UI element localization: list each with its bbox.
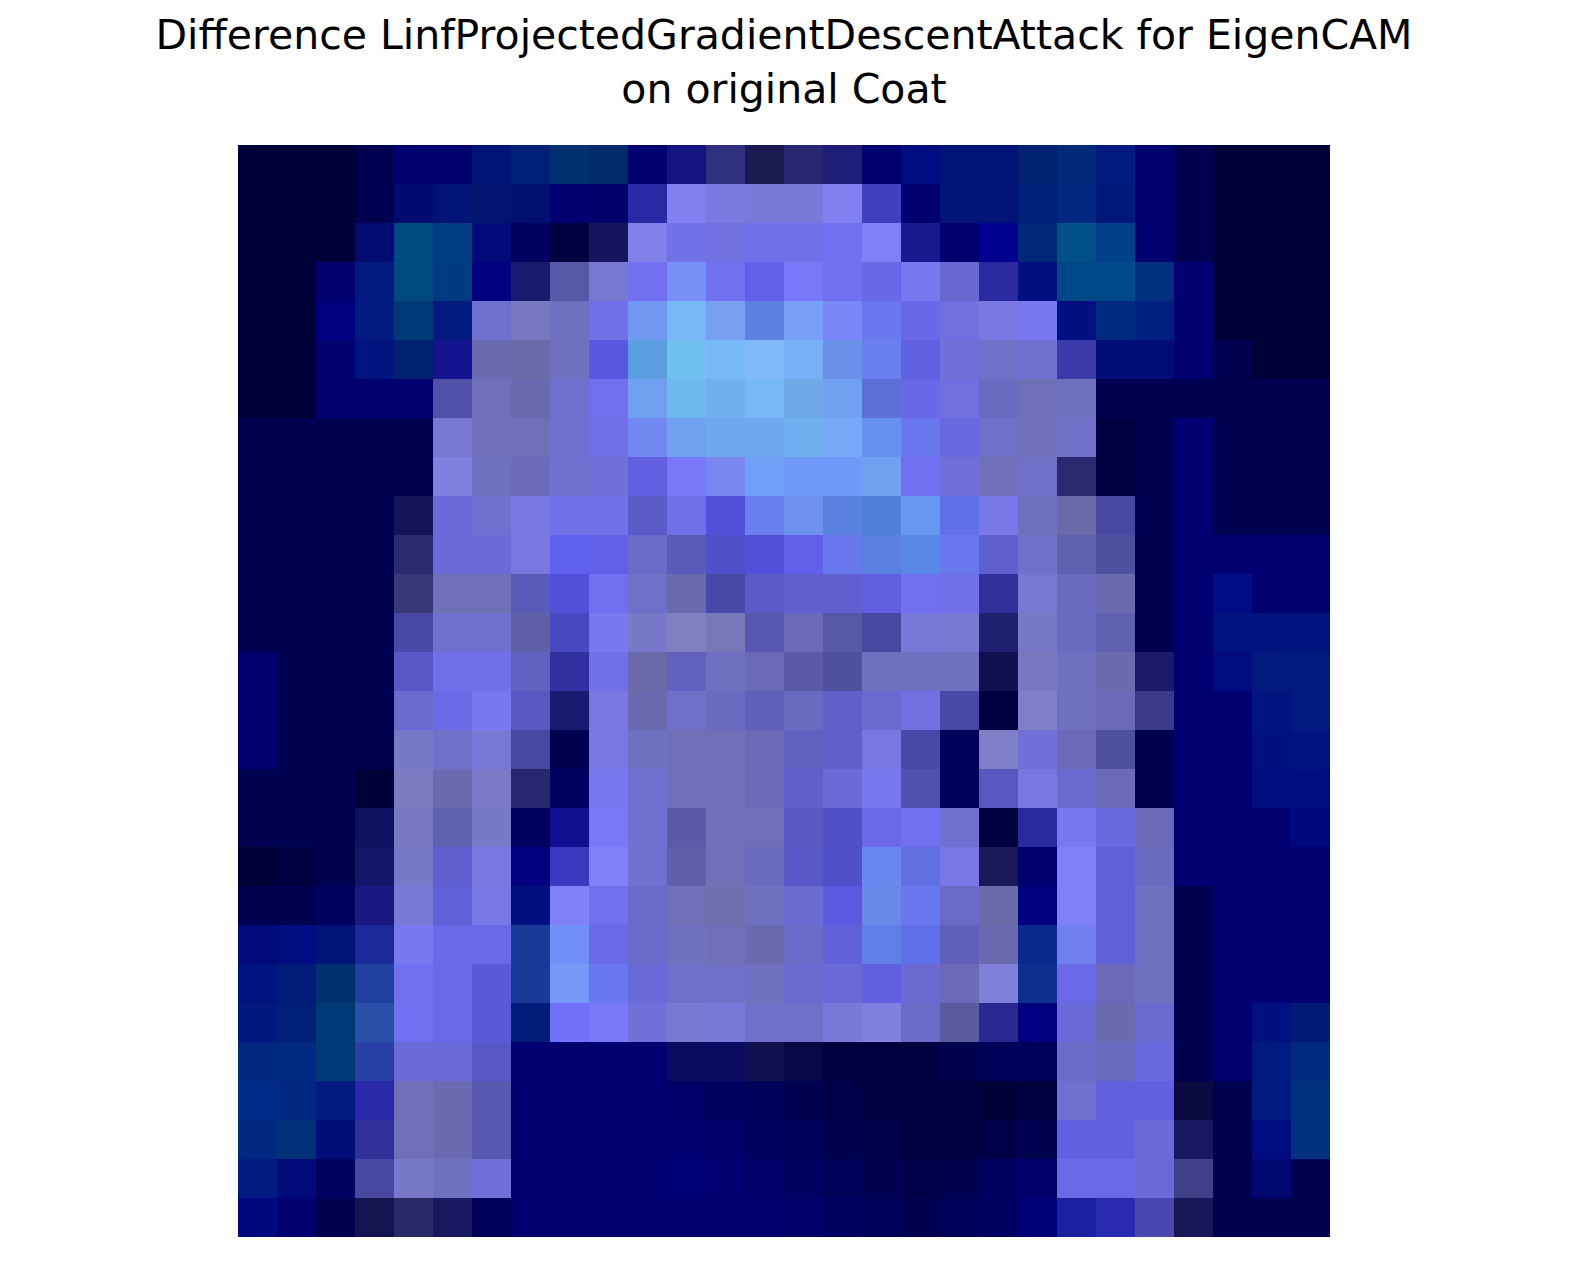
svg-text:Difference LinfProjectedGradie: Difference LinfProjectedGradientDescentA… xyxy=(156,11,1413,112)
